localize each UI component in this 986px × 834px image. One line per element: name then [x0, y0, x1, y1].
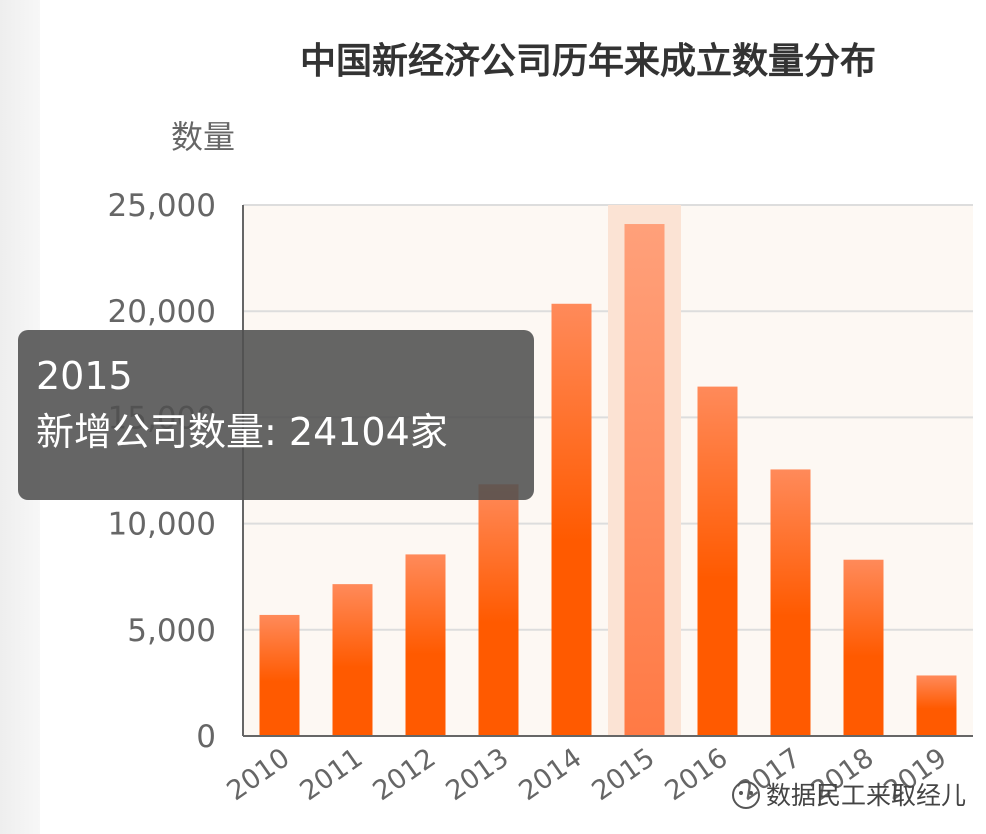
tooltip-value-line: 新增公司数量: 24104家 [36, 404, 534, 460]
bar-2017[interactable] [770, 469, 811, 736]
bar-2019[interactable] [916, 675, 957, 736]
tooltip-series-label: 新增公司数量: [36, 410, 289, 454]
x-tick-label: 2012 [367, 742, 441, 807]
bar-2012[interactable] [405, 554, 446, 736]
bar-2010[interactable] [259, 614, 300, 736]
bar-2013[interactable] [478, 484, 519, 736]
x-tick-label: 2011 [294, 742, 368, 807]
bar-2016[interactable] [697, 386, 738, 736]
bar-series [259, 224, 957, 736]
x-tick-label: 2014 [513, 742, 587, 807]
y-tick-label: 0 [196, 719, 216, 755]
bar-2014[interactable] [551, 303, 592, 736]
x-tick-label: 2016 [659, 742, 733, 807]
tooltip-unit: 家 [409, 410, 448, 454]
x-tick-label: 2015 [586, 742, 660, 807]
y-tick-label: 10,000 [108, 507, 216, 543]
y-tick-label: 5,000 [127, 613, 216, 649]
tooltip-value: 24104 [288, 410, 410, 454]
tooltip-year: 2015 [36, 354, 133, 398]
y-axis-label: 数量 [171, 118, 235, 156]
x-tick-label: 2013 [440, 742, 514, 807]
x-tick-label: 2010 [221, 742, 295, 807]
tooltip: 2015 新增公司数量: 24104家 [18, 330, 534, 500]
y-tick-label: 25,000 [108, 188, 216, 224]
chart-title: 中国新经济公司历年来成立数量分布 [300, 41, 876, 82]
watermark-text: 数据民工来取经儿 [766, 781, 966, 810]
bar-2011[interactable] [332, 584, 373, 736]
bar-2018[interactable] [843, 559, 884, 736]
y-tick-label: 20,000 [108, 294, 216, 330]
wechat-icon [732, 781, 760, 809]
bar-2015[interactable] [624, 224, 665, 736]
